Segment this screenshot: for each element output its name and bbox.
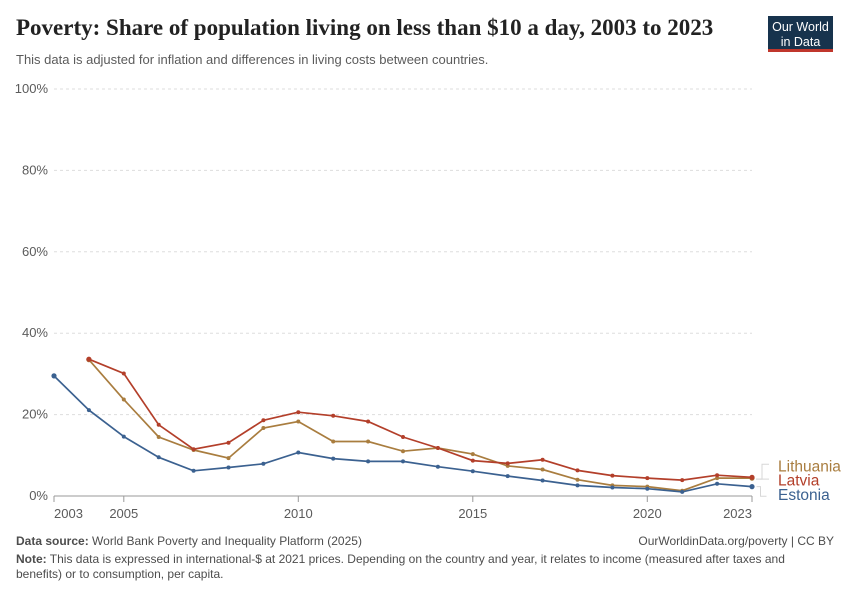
svg-text:2023: 2023 bbox=[723, 506, 752, 521]
svg-text:Estonia: Estonia bbox=[778, 487, 830, 504]
svg-text:80%: 80% bbox=[22, 162, 48, 177]
svg-text:2005: 2005 bbox=[109, 506, 138, 521]
svg-text:2003: 2003 bbox=[54, 506, 83, 521]
svg-text:2015: 2015 bbox=[458, 506, 487, 521]
svg-text:20%: 20% bbox=[22, 407, 48, 422]
svg-text:0%: 0% bbox=[29, 488, 48, 503]
svg-text:60%: 60% bbox=[22, 244, 48, 259]
svg-text:2020: 2020 bbox=[633, 506, 662, 521]
svg-text:100%: 100% bbox=[15, 81, 49, 96]
svg-text:2010: 2010 bbox=[284, 506, 313, 521]
svg-text:40%: 40% bbox=[22, 325, 48, 340]
